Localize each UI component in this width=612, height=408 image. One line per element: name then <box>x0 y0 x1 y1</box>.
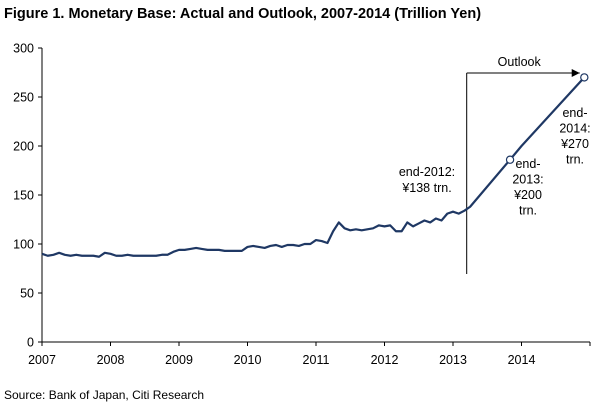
y-tick-label: 250 <box>13 91 34 105</box>
annotation-line: trn. <box>519 204 537 218</box>
axes: 0 50 100 150 200 250 300 2007 2008 2009 2010 2011 20… <box>13 42 591 367</box>
end-2013-marker <box>505 155 515 164</box>
y-tick-label: 150 <box>13 189 34 203</box>
y-tick-label: 0 <box>27 336 34 350</box>
monetary-base-line <box>41 76 586 258</box>
y-tick-label: 100 <box>13 238 34 252</box>
x-tick-label: 2010 <box>234 353 262 367</box>
x-tick-label: 2014 <box>508 353 536 367</box>
annotation-line: ¥138 trn. <box>401 181 451 195</box>
x-tick-label: 2008 <box>97 353 125 367</box>
y-tick-label: 200 <box>13 140 34 154</box>
x-tick-label: 2009 <box>165 353 193 367</box>
plot-area <box>41 73 589 258</box>
y-tick-label: 300 <box>13 42 34 56</box>
outlook-label: Outlook <box>498 55 542 69</box>
annotation-line: end-2012: <box>399 165 455 179</box>
annotation-line: end- <box>515 157 540 171</box>
annotation-line: ¥200 <box>513 188 542 202</box>
y-tick-label: 50 <box>20 287 34 301</box>
annotation-line: trn. <box>566 153 584 167</box>
annotation-line: ¥270 <box>560 137 589 151</box>
annotation-end-2013: end- 2013: ¥200 trn. <box>512 157 543 218</box>
outlook-arrow-head <box>571 69 580 77</box>
outlook-divider: Outlook <box>466 55 580 274</box>
annotations: end-2012: ¥138 trn.end-2013: ¥200 trn.end-2… <box>399 106 591 218</box>
annotation-line: end- <box>562 106 587 120</box>
annotation-end-2014: end- 2014: ¥270 trn. <box>559 106 590 167</box>
x-tick-label: 2013 <box>439 353 467 367</box>
annotation-end-2012: end-2012: ¥138 trn. <box>399 165 455 195</box>
chart-title: Figure 1. Monetary Base: Actual and Outl… <box>4 6 482 22</box>
x-tick-label: 2012 <box>371 353 399 367</box>
x-tick-label: 2007 <box>28 353 56 367</box>
annotation-line: 2013: <box>512 173 543 187</box>
source-note: Source: Bank of Japan, Citi Research <box>4 388 205 402</box>
annotation-line: 2014: <box>559 122 590 136</box>
end-2014-marker <box>580 73 589 82</box>
x-tick-label: 2011 <box>303 353 330 367</box>
